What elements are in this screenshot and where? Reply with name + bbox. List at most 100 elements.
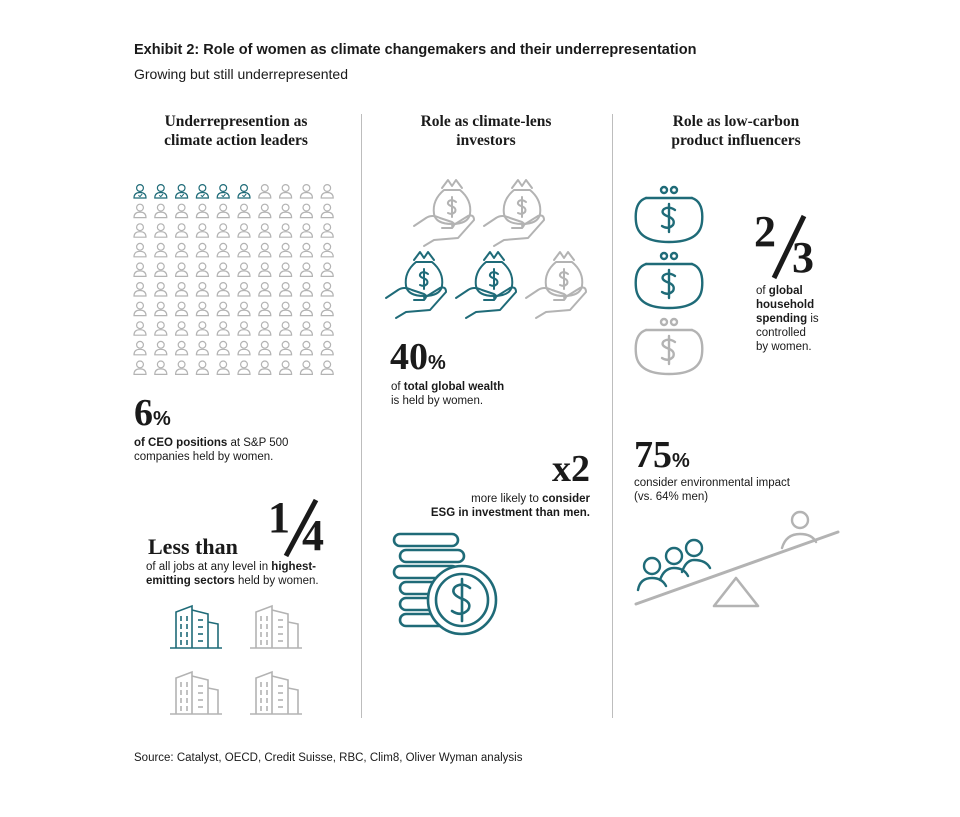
person-icon <box>216 223 230 238</box>
person-icon <box>299 242 314 258</box>
money-bag-hand-icon <box>413 179 475 247</box>
person-icon <box>320 262 334 277</box>
fraction-numerator: 2 <box>754 207 776 256</box>
description-bold: of CEO positions <box>134 437 228 449</box>
person-icon <box>216 242 230 258</box>
person-icon <box>174 340 189 356</box>
description-text: of <box>391 381 404 393</box>
heading-line: product influencers <box>671 132 801 149</box>
person-icon <box>154 321 168 336</box>
stat-unit: % <box>428 352 446 374</box>
description-line: (vs. 64% men) <box>634 491 709 503</box>
person-icon <box>195 223 210 238</box>
person-icon <box>174 203 189 219</box>
money-bag-icon-group <box>385 179 587 319</box>
fraction-denominator: 3 <box>792 233 814 282</box>
person-icon <box>299 262 314 277</box>
description-bold: emitting sectors <box>146 575 235 587</box>
description-text: of all jobs at any level in <box>146 561 272 573</box>
coin-stack-icon <box>392 532 498 636</box>
person-icon <box>174 360 189 375</box>
stat-number: 6 <box>134 392 153 434</box>
person-icon <box>258 223 272 238</box>
person-icon <box>258 242 272 258</box>
person-icon <box>154 223 168 238</box>
person-icon <box>154 360 168 375</box>
two-thirds-fraction: 2 3 <box>752 210 838 284</box>
person-icon <box>216 340 230 356</box>
description-line: of CEO positions at S&P 500 <box>134 436 288 450</box>
seesaw-icon <box>634 510 840 608</box>
description-bold: highest- <box>271 561 317 573</box>
person-icon <box>216 262 230 277</box>
person-icon <box>216 183 230 199</box>
person-icon <box>174 242 189 258</box>
stat-number: 75 <box>634 434 672 476</box>
person-icon <box>299 281 314 297</box>
person-icon <box>195 183 210 199</box>
description-line: controlled <box>756 327 806 339</box>
building-icon <box>250 604 302 649</box>
exhibit-subtitle: Growing but still underrepresented <box>134 66 349 82</box>
person-icon <box>278 183 293 199</box>
esg-stat-description: more likely to consider ESG in investmen… <box>380 492 590 520</box>
heading-line: Underrepresention as <box>164 113 308 130</box>
person-icon <box>154 183 168 199</box>
person-icon <box>154 301 168 317</box>
esg-stat-value: x2 <box>552 448 590 490</box>
person-icon <box>154 242 168 258</box>
person-icon <box>174 262 189 277</box>
column-heading-leaders: Underrepresention as climate action lead… <box>116 112 356 150</box>
person-icon <box>237 340 251 356</box>
person-icon <box>258 321 272 336</box>
impact-stat-value: 75% <box>634 436 690 474</box>
person-icon <box>278 321 293 336</box>
person-icon <box>299 360 314 375</box>
person-icon <box>154 281 168 297</box>
ceo-stat-description: of CEO positions at S&P 500 companies he… <box>134 436 288 464</box>
quarter-fraction: 1 4 <box>264 496 344 560</box>
person-icon <box>278 223 293 238</box>
wealth-stat-value: 40% <box>390 338 446 376</box>
person-icon <box>195 360 210 375</box>
person-icon <box>216 360 230 375</box>
description-line: is held by women. <box>391 395 484 407</box>
person-icon <box>278 203 293 219</box>
money-bag-hand-icon <box>455 251 517 319</box>
money-bag-hand-icon <box>385 251 447 319</box>
money-bag-hand-icon <box>525 251 587 319</box>
person-icon <box>237 281 251 297</box>
person-icon <box>216 301 230 317</box>
person-icon <box>320 242 334 258</box>
description-text: more likely to <box>471 493 543 505</box>
person-icon <box>237 203 251 219</box>
person-icon <box>237 262 251 277</box>
purse-icon <box>634 185 704 244</box>
wealth-stat-description: of total global wealth is held by women. <box>391 380 504 408</box>
exhibit-title: Exhibit 2: Role of women as climate chan… <box>134 42 697 58</box>
person-icon <box>133 262 147 277</box>
building-icon <box>170 670 222 715</box>
person-icon <box>174 281 189 297</box>
column-divider <box>361 114 362 718</box>
person-icon <box>237 223 251 238</box>
person-icon <box>258 340 272 356</box>
ceo-stat-value: 6% <box>134 394 171 432</box>
description-text: of <box>756 285 769 297</box>
person-icon <box>278 281 293 297</box>
description-line: by women. <box>756 341 812 353</box>
person-icon <box>195 242 210 258</box>
building-icon <box>250 670 302 715</box>
person-icon <box>320 203 334 219</box>
person-icon <box>133 242 147 258</box>
fraction-numerator: 1 <box>268 493 290 542</box>
less-than-label: Less than <box>148 534 238 559</box>
building-icon-group <box>170 604 302 715</box>
column-heading-investors: Role as climate-lens investors <box>366 112 606 150</box>
person-icon <box>133 203 147 219</box>
money-bag-hand-icon <box>483 179 545 247</box>
description-line: more likely to consider <box>380 492 590 506</box>
description-bold: total global wealth <box>403 381 505 393</box>
spending-stat-description: of global household spending is controll… <box>756 284 819 354</box>
person-icon <box>195 340 210 356</box>
